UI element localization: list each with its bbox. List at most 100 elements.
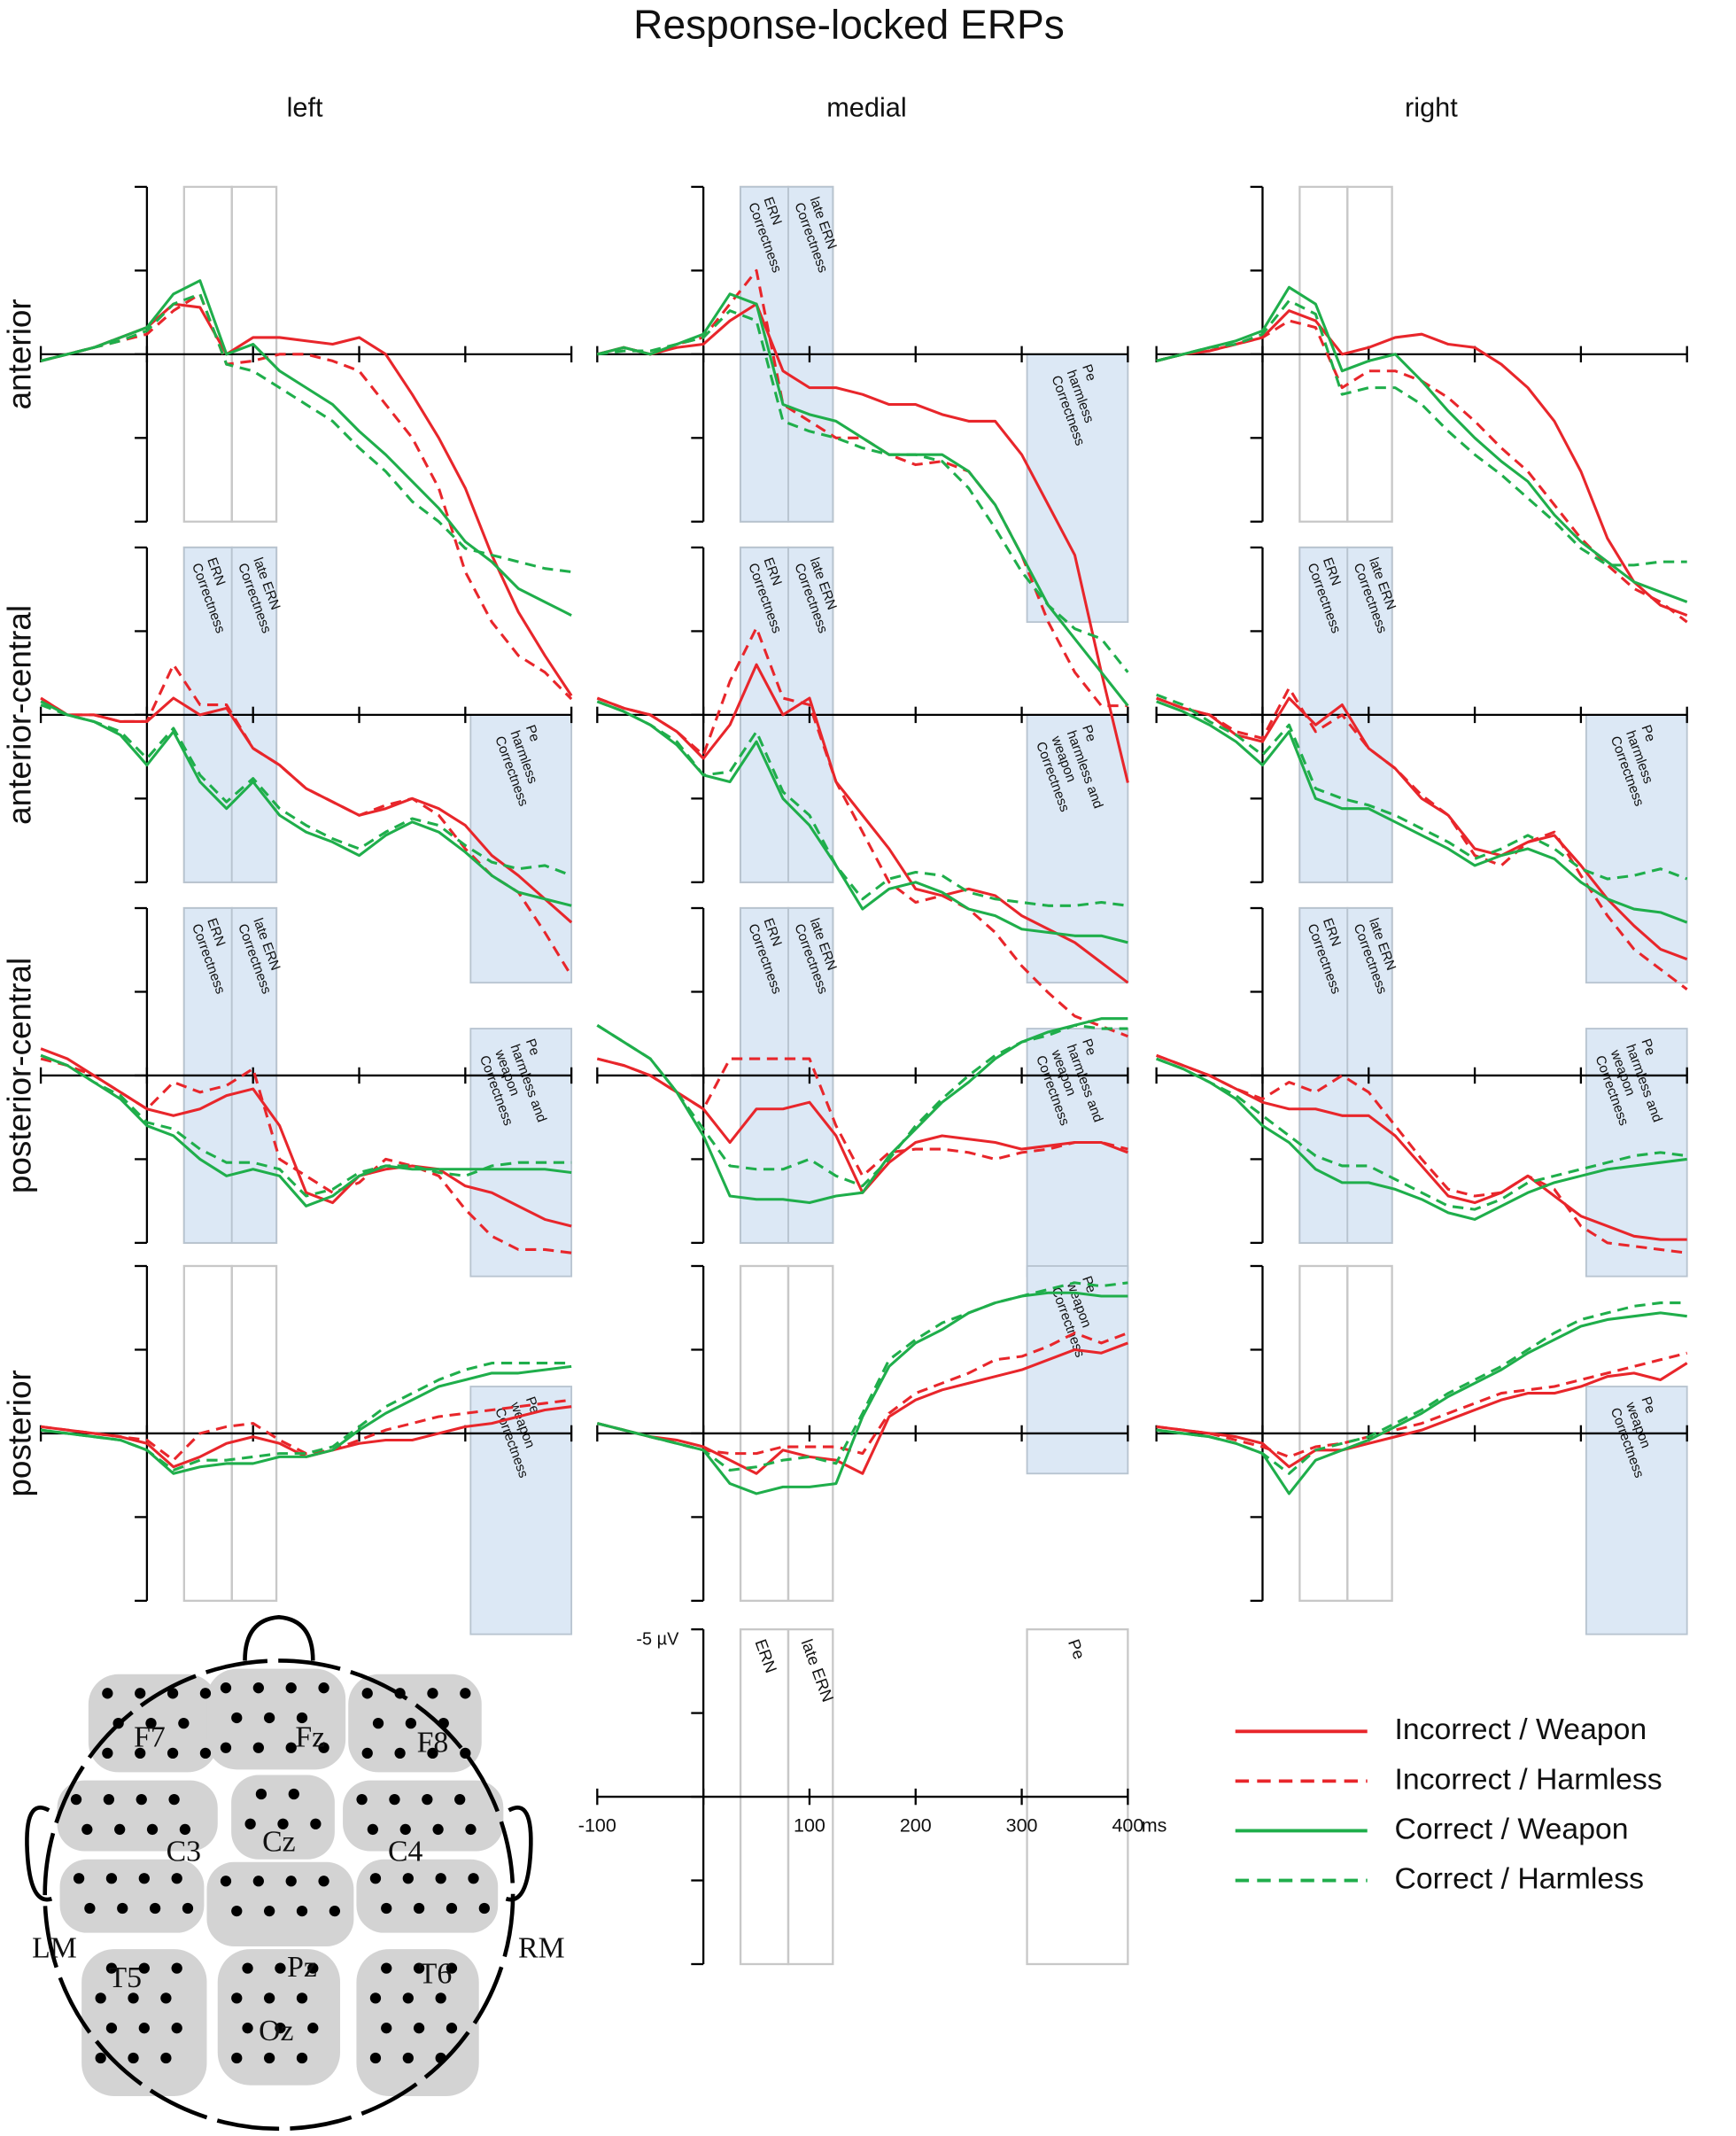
- row-label: posterior-central: [1, 958, 37, 1193]
- electrode-dot: [220, 1742, 232, 1753]
- waveform: [40, 1362, 572, 1472]
- electrode-dot: [146, 1823, 159, 1836]
- electrode-label: LM: [32, 1931, 77, 1964]
- electrode-dot: [422, 1793, 433, 1806]
- electrode-dot: [242, 2023, 253, 2034]
- electrode-dot: [399, 1823, 411, 1836]
- electrode-dot: [128, 2052, 139, 2064]
- electrode-dot: [102, 1747, 113, 1759]
- electrode-dot: [296, 1992, 308, 2004]
- legend-label: Incorrect / Weapon: [1394, 1713, 1647, 1746]
- effect-box: [469, 1386, 573, 1635]
- electrode-dot: [178, 1717, 190, 1729]
- effect-box: [1026, 1028, 1129, 1278]
- electrode-dot: [138, 1873, 150, 1884]
- waveforms: [40, 268, 1688, 1495]
- electrode-dots: [70, 1682, 490, 2064]
- electrode-dot: [381, 1962, 392, 1974]
- effect-box: [1026, 1265, 1129, 1475]
- region: [59, 1859, 205, 1933]
- electrode-label: Cz: [262, 1826, 296, 1859]
- electrode-dot: [263, 2052, 275, 2064]
- window-label: Pe: [1638, 1394, 1657, 1415]
- electrode-dot: [310, 1818, 322, 1829]
- legend-label: Correct / Weapon: [1394, 1812, 1628, 1845]
- electrode-label: F8: [417, 1726, 449, 1759]
- waveform: [1156, 1351, 1688, 1458]
- electrode-dot: [307, 2023, 319, 2034]
- x-tick-label: 200: [900, 1815, 932, 1837]
- electrode-dot: [329, 1905, 341, 1917]
- electrode-dot: [73, 1873, 85, 1884]
- electrode-dot: [244, 1818, 256, 1829]
- waveform: [1156, 687, 1688, 990]
- electrode-label: Oz: [259, 2015, 293, 2047]
- waveform: [596, 302, 1129, 783]
- y-tick-label: -5 µV: [636, 1630, 679, 1650]
- waveform: [1156, 1053, 1687, 1254]
- electrode-dot: [402, 2052, 414, 2064]
- waveform: [596, 700, 1128, 944]
- waveform: [596, 626, 1128, 1038]
- electrode-dot: [105, 1962, 118, 1974]
- region: [356, 1859, 499, 1933]
- effect-box: [1585, 1386, 1688, 1635]
- nose: [243, 1614, 315, 1661]
- electrode-dot: [318, 1742, 329, 1753]
- electrode-dot: [167, 1747, 179, 1759]
- electrode-dot: [252, 1876, 264, 1887]
- window-label: Pe: [1079, 362, 1098, 383]
- electrode-dot: [435, 2052, 446, 2064]
- electrode-dot: [263, 1712, 275, 1724]
- effect-box: [1585, 1028, 1688, 1278]
- electrode-dot: [394, 1688, 406, 1699]
- electrode-dot: [95, 1992, 106, 2004]
- electrode-dot: [405, 1717, 417, 1729]
- electrode-dot: [367, 1823, 379, 1836]
- waveform: [596, 700, 1128, 907]
- electrode-dot: [446, 1902, 458, 1915]
- electrode-dot: [427, 1747, 438, 1759]
- waveform: [1156, 700, 1688, 924]
- electrode-dot: [199, 1688, 212, 1699]
- electrode-dot: [369, 2052, 382, 2064]
- electrode-dot: [138, 2023, 150, 2034]
- electrode-dot: [372, 1717, 384, 1729]
- electrode-dot: [361, 1688, 373, 1699]
- x-unit: ms: [1142, 1815, 1167, 1837]
- waveform: [1156, 1301, 1687, 1475]
- electrode-dot: [285, 1876, 297, 1887]
- window-label: Pe: [1079, 723, 1098, 743]
- electrode-dot: [171, 1873, 182, 1884]
- electrode-dot: [435, 1992, 446, 2004]
- electrode-label: T6: [419, 1958, 453, 1991]
- electrode-dot: [231, 1992, 243, 2004]
- electrode-dot: [136, 1793, 147, 1806]
- head-circle: [43, 1658, 515, 2132]
- electrode-dot: [231, 1712, 243, 1724]
- waveform: [40, 663, 573, 977]
- electrode-dot: [413, 1962, 425, 1974]
- waveform: [1156, 1057, 1687, 1211]
- electrode-label: F7: [134, 1720, 166, 1753]
- electrode-dot: [460, 1747, 471, 1759]
- effect-box: [1026, 353, 1129, 624]
- x-tick-label: 400: [1112, 1815, 1143, 1837]
- electrode-dot: [454, 1793, 466, 1806]
- electrode-dot: [231, 1905, 243, 1917]
- region: [343, 1780, 504, 1852]
- electrode-dot: [199, 1747, 212, 1759]
- electrode-label: Pz: [287, 1951, 317, 1984]
- region: [206, 1668, 346, 1770]
- waveform: [1156, 693, 1688, 881]
- waveform: [40, 279, 572, 617]
- electrode-dot: [389, 1793, 400, 1806]
- electrode-label: C4: [388, 1835, 423, 1868]
- x-tick-label: -100: [578, 1815, 616, 1837]
- electrode-dot: [465, 1823, 477, 1836]
- electrode-dot: [114, 1823, 126, 1836]
- electrode-dot: [361, 1747, 373, 1759]
- waveform: [596, 1017, 1128, 1205]
